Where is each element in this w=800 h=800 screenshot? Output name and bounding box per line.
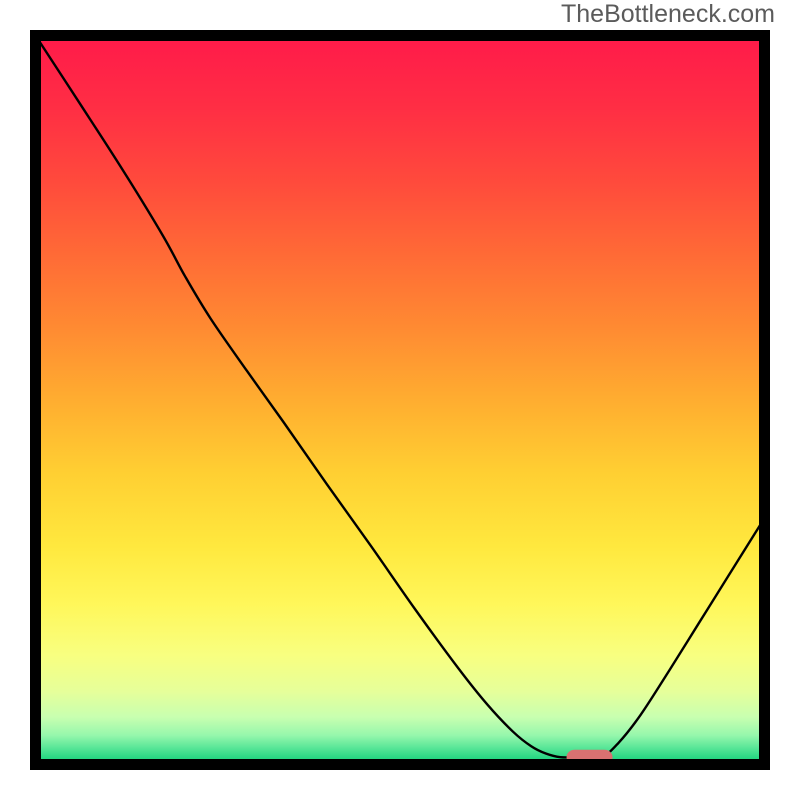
- gradient-background: [36, 36, 765, 765]
- chart-container: TheBottleneck.com: [0, 0, 800, 800]
- watermark-text: TheBottleneck.com: [561, 0, 775, 29]
- bottleneck-chart: [0, 0, 800, 800]
